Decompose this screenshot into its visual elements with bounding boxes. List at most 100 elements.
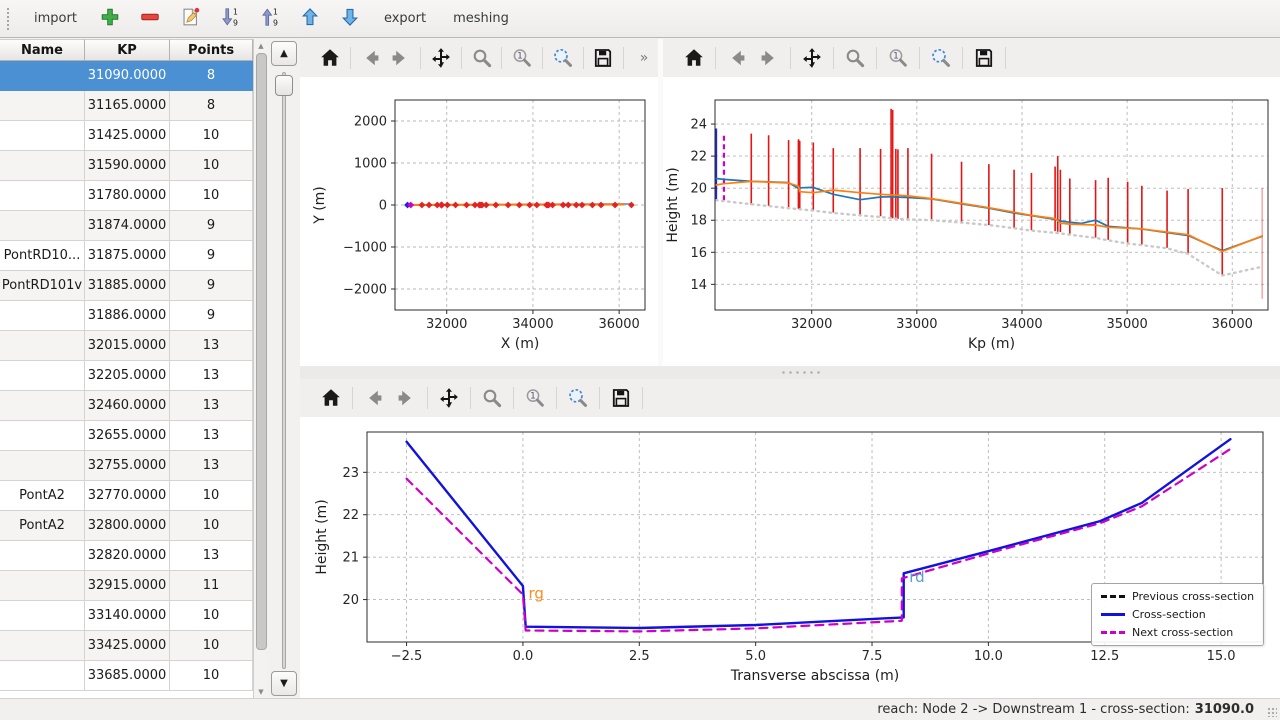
legend-line-sample-icon bbox=[1101, 595, 1125, 598]
home-button[interactable] bbox=[316, 383, 346, 413]
table-row[interactable]: 31425.0000 10 bbox=[0, 121, 253, 151]
zoom-button[interactable] bbox=[477, 383, 507, 413]
slider-track[interactable] bbox=[282, 72, 286, 669]
svg-text:35000: 35000 bbox=[1106, 317, 1147, 332]
zoom-select-icon bbox=[929, 46, 953, 70]
svg-text:Kp (m): Kp (m) bbox=[968, 336, 1015, 352]
toolbar-overflow-button[interactable]: » bbox=[630, 43, 658, 73]
cell-name bbox=[0, 571, 85, 601]
home-button[interactable] bbox=[316, 43, 344, 73]
save-button[interactable] bbox=[969, 43, 999, 73]
home-button[interactable] bbox=[679, 43, 709, 73]
table-row[interactable]: 31590.0000 10 bbox=[0, 151, 253, 181]
table-row[interactable]: 31165.0000 8 bbox=[0, 91, 253, 121]
toolbar-grip[interactable] bbox=[6, 7, 10, 31]
scroll-up-button[interactable]: ▲ bbox=[255, 39, 267, 52]
zoom-one-button[interactable]: 1 bbox=[508, 43, 536, 73]
header-points[interactable]: Points bbox=[170, 39, 253, 61]
zoom-button[interactable] bbox=[468, 43, 496, 73]
table-body: 31090.0000 8 31165.0000 8 31425.0000 10 … bbox=[0, 61, 253, 691]
minus-icon bbox=[139, 6, 161, 32]
svg-text:20: 20 bbox=[342, 593, 359, 608]
import-button[interactable]: import bbox=[27, 6, 84, 31]
table-row[interactable]: 32205.0000 13 bbox=[0, 361, 253, 391]
table-row[interactable]: 33685.0000 10 bbox=[0, 661, 253, 691]
home-icon bbox=[319, 386, 343, 410]
cell-kp: 32015.0000 bbox=[85, 331, 170, 361]
table-row[interactable]: 32655.0000 13 bbox=[0, 421, 253, 451]
table-row[interactable]: PontA2 32800.0000 10 bbox=[0, 511, 253, 541]
add-cross-section-button[interactable] bbox=[97, 5, 124, 32]
pan-button[interactable] bbox=[797, 43, 827, 73]
export-button[interactable]: export bbox=[377, 6, 433, 31]
scroll-down-button[interactable]: ▼ bbox=[255, 685, 267, 698]
table-row[interactable]: 32755.0000 13 bbox=[0, 451, 253, 481]
svg-text:Y (m): Y (m) bbox=[312, 186, 328, 225]
table-row[interactable]: 32820.0000 13 bbox=[0, 541, 253, 571]
plan-plot-canvas[interactable]: 320003400036000−2000−1000010002000X (m)Y… bbox=[300, 77, 658, 366]
table-row[interactable]: PontRD10... 31875.0000 9 bbox=[0, 241, 253, 271]
pan-button[interactable] bbox=[434, 383, 464, 413]
cell-points: 13 bbox=[170, 541, 253, 571]
table-row[interactable]: PontA2 32770.0000 10 bbox=[0, 481, 253, 511]
slider-handle[interactable] bbox=[275, 75, 293, 96]
cell-name bbox=[0, 451, 85, 481]
table-row[interactable]: 32460.0000 13 bbox=[0, 391, 253, 421]
save-button[interactable] bbox=[590, 43, 618, 73]
arrow-down-icon bbox=[339, 6, 361, 32]
table-row[interactable]: 31886.0000 9 bbox=[0, 301, 253, 331]
save-button[interactable] bbox=[606, 383, 636, 413]
table-row[interactable]: 31090.0000 8 bbox=[0, 61, 253, 91]
zoom-select-button[interactable] bbox=[926, 43, 956, 73]
cell-kp: 31885.0000 bbox=[85, 271, 170, 301]
remove-cross-section-button[interactable] bbox=[137, 5, 164, 32]
forward-button[interactable] bbox=[386, 43, 414, 73]
zoom-button[interactable] bbox=[840, 43, 870, 73]
back-icon bbox=[725, 46, 749, 70]
home-icon bbox=[318, 46, 342, 70]
svg-text:32000: 32000 bbox=[791, 317, 832, 332]
horizontal-splitter[interactable] bbox=[300, 366, 1280, 379]
table-row[interactable]: 32015.0000 13 bbox=[0, 331, 253, 361]
table-row[interactable]: 33425.0000 10 bbox=[0, 631, 253, 661]
sort-ascending-button[interactable]: 19 bbox=[257, 5, 284, 32]
table-row[interactable]: PontRD101v 31885.0000 9 bbox=[0, 271, 253, 301]
header-name[interactable]: Name bbox=[0, 39, 85, 61]
table-row[interactable]: 31874.0000 9 bbox=[0, 211, 253, 241]
cross-section-plot-canvas[interactable]: −2.50.02.55.07.510.012.515.020212223Tran… bbox=[300, 417, 1280, 700]
cell-name bbox=[0, 361, 85, 391]
toolbar-separator bbox=[642, 387, 643, 409]
slider-down-button[interactable]: ▼ bbox=[271, 671, 297, 696]
forward-button[interactable] bbox=[754, 43, 784, 73]
cell-name: PontA2 bbox=[0, 481, 85, 511]
zoom-one-button[interactable]: 1 bbox=[520, 383, 550, 413]
sort-descending-button[interactable]: 19 bbox=[217, 5, 244, 32]
back-button[interactable] bbox=[722, 43, 752, 73]
move-down-button[interactable] bbox=[337, 5, 364, 32]
back-button[interactable] bbox=[357, 43, 385, 73]
splitter-handle-icon bbox=[780, 371, 824, 374]
svg-text:Transverse abscissa (m): Transverse abscissa (m) bbox=[730, 668, 900, 684]
back-button[interactable] bbox=[359, 383, 389, 413]
slider-up-button[interactable]: ▲ bbox=[271, 41, 297, 66]
zoom-select-button[interactable] bbox=[549, 43, 577, 73]
pan-button[interactable] bbox=[427, 43, 455, 73]
cell-points: 9 bbox=[170, 211, 253, 241]
cross-sections-window: import 19 19 export meshing Name KP Poin… bbox=[0, 0, 1280, 720]
profile-plot-canvas[interactable]: 3200033000340003500036000141618202224Kp … bbox=[663, 77, 1280, 366]
cell-name bbox=[0, 601, 85, 631]
forward-button[interactable] bbox=[391, 383, 421, 413]
header-kp[interactable]: KP bbox=[85, 39, 170, 61]
move-up-button[interactable] bbox=[297, 5, 324, 32]
table-row[interactable]: 32915.0000 11 bbox=[0, 571, 253, 601]
zoom-one-button[interactable]: 1 bbox=[883, 43, 913, 73]
edit-cross-section-button[interactable] bbox=[177, 5, 204, 32]
save-icon bbox=[591, 46, 615, 70]
cell-name bbox=[0, 61, 85, 91]
meshing-button[interactable]: meshing bbox=[446, 6, 516, 31]
table-row[interactable]: 33140.0000 10 bbox=[0, 601, 253, 631]
table-row[interactable]: 31780.0000 10 bbox=[0, 181, 253, 211]
zoom-select-button[interactable] bbox=[563, 383, 593, 413]
resize-grip[interactable] bbox=[1267, 707, 1277, 717]
scrollbar-thumb[interactable] bbox=[256, 53, 267, 650]
